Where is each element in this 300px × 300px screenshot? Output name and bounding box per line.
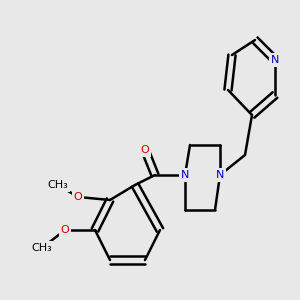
Text: N: N	[271, 55, 279, 65]
Text: N: N	[181, 170, 189, 180]
Text: CH₃: CH₃	[48, 180, 68, 190]
Text: CH₃: CH₃	[32, 243, 52, 253]
Text: O: O	[61, 225, 69, 235]
Text: N: N	[216, 170, 224, 180]
Text: O: O	[141, 145, 149, 155]
Text: O: O	[74, 192, 82, 202]
